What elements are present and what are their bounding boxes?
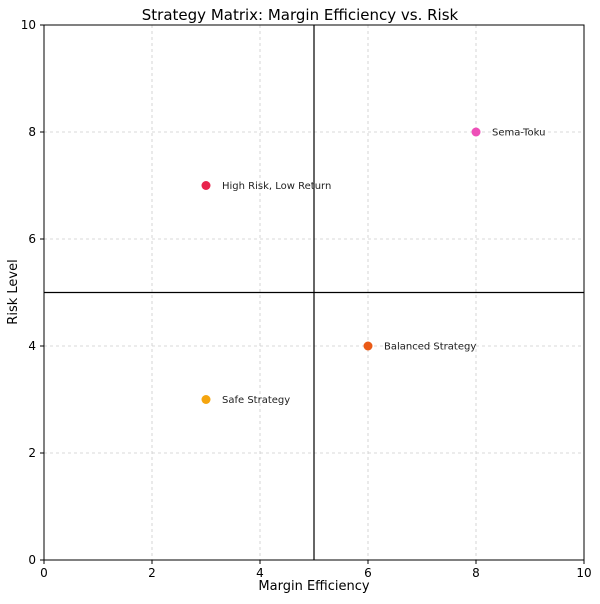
data-points: Sema-Toku High Risk, Low Return Balanced S… [201,127,545,406]
x-tick-label: 6 [364,566,372,580]
x-tick-label: 2 [148,566,156,580]
x-axis-label: Margin Efficiency [258,579,369,594]
plot-frame [43,24,585,561]
y-tick-label: 10 [21,18,36,32]
data-point-label: Balanced Strategy [384,342,476,353]
x-tick-label: 8 [472,566,480,580]
data-point-group: Safe Strategy [201,395,290,406]
y-tick-label: 0 [28,553,36,567]
data-point-marker [471,127,481,137]
y-tick-label: 8 [28,125,36,139]
chart-title: Strategy Matrix: Margin Efficiency vs. R… [142,6,459,24]
reference-lines [44,25,584,560]
data-point-group: Sema-Toku [471,127,545,139]
x-tick-label: 0 [40,566,48,580]
y-axis-label: Risk Level [6,259,21,324]
data-point-group: High Risk, Low Return [201,181,331,192]
y-tick-label: 2 [28,446,36,460]
data-point-marker [363,341,373,351]
data-point-label: Sema-Toku [492,128,545,139]
y-tick-label: 6 [28,232,36,246]
x-tick-label: 10 [576,566,591,580]
tick-layer: 0 2 4 6 8 10 0 2 4 6 8 10 [21,18,592,580]
data-point-marker [201,181,211,190]
data-point-label: Safe Strategy [222,395,290,406]
data-point-marker [201,395,211,404]
data-point-group: Balanced Strategy [363,341,476,353]
x-tick-label: 4 [256,566,264,580]
data-point-label: High Risk, Low Return [222,181,331,192]
y-tick-label: 4 [28,339,36,353]
